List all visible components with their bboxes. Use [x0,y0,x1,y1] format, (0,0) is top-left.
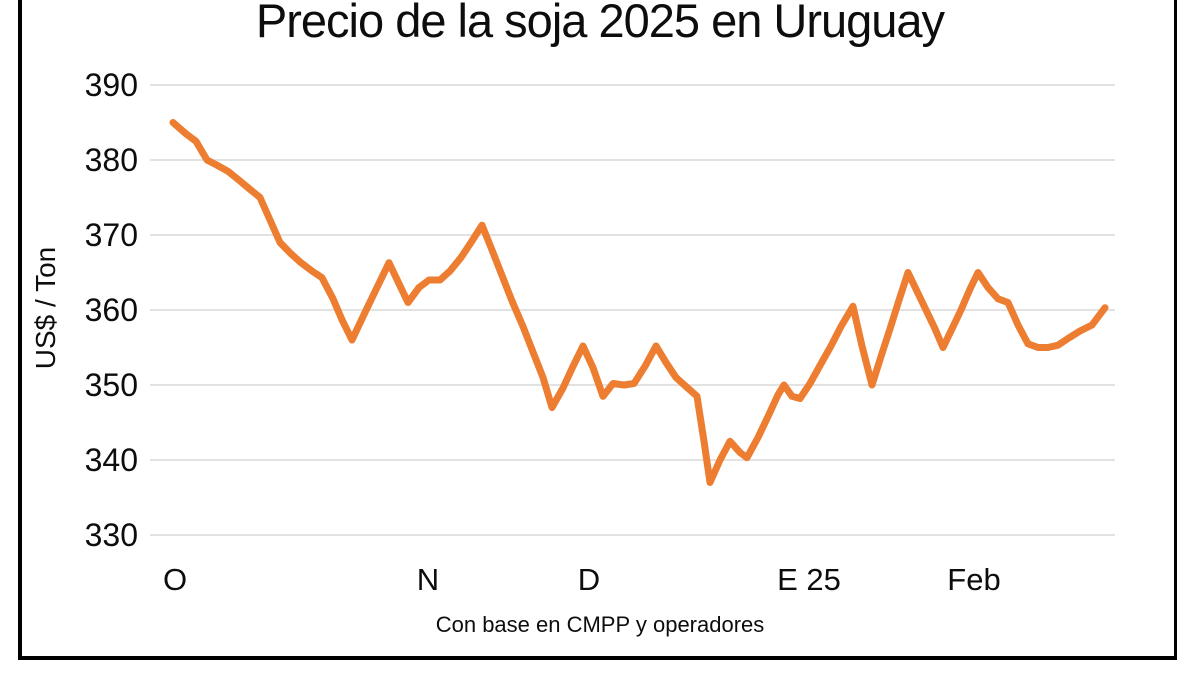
x-tick-label: D [577,562,601,597]
x-tick-label: E 25 [777,562,841,597]
y-tick-label: 350 [84,367,138,403]
y-tick-label: 330 [84,517,138,553]
price-series-line [169,119,1109,486]
frame-border-right [1174,0,1177,660]
x-tick-label: N [416,562,440,597]
y-tick-label: 340 [84,442,138,478]
chart-title: Precio de la soja 2025 en Uruguay [255,0,945,47]
x-tick-label: Feb [947,562,1001,597]
frame-border-bottom [18,656,1177,660]
y-tick-label: 370 [84,217,138,253]
chart-caption: Con base en CMPP y operadores [435,612,765,637]
y-tick-label: 380 [84,142,138,178]
y-tick-label: 390 [84,67,138,103]
x-tick-label: O [162,562,188,597]
y-tick-label: 360 [84,292,138,328]
frame-border-left [18,0,22,660]
